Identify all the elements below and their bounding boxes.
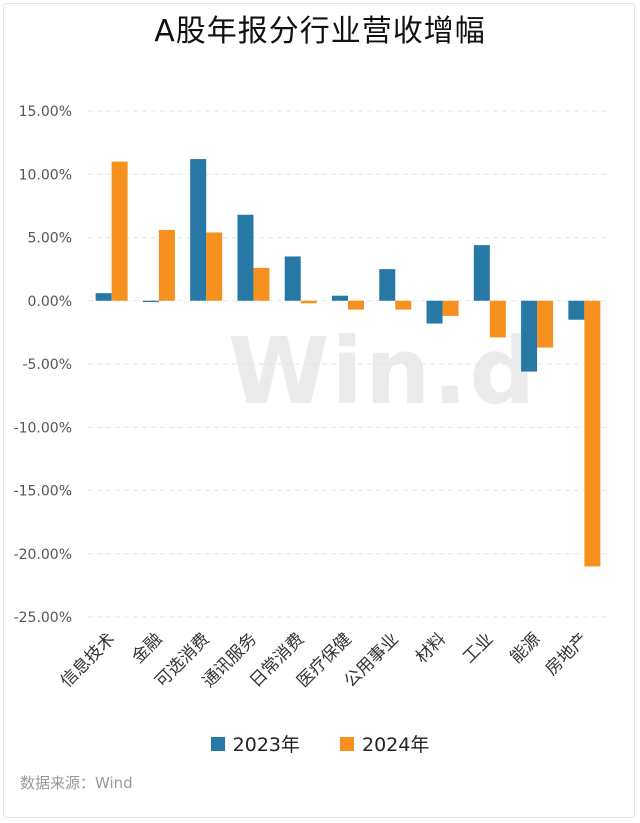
y-tick-label: 10.00% <box>19 167 72 183</box>
bar-2023年-能源 <box>521 300 538 372</box>
legend-label-2023: 2023年 <box>232 734 300 756</box>
bar-2023年-可选消费 <box>190 159 207 301</box>
bar-2024年-日常消费 <box>300 300 317 304</box>
legend-swatch-2024 <box>340 736 354 751</box>
x-tick-label: 材料 <box>412 629 450 667</box>
bar-2023年-通讯服务 <box>237 214 254 301</box>
bar-2024年-通讯服务 <box>253 267 270 301</box>
bar-2024年-房地产 <box>584 300 601 567</box>
x-tick-label: 金融 <box>128 629 166 667</box>
chart-title: A股年报分行业营收增幅 <box>154 14 486 49</box>
x-tick-label: 能源 <box>506 629 544 667</box>
x-tick-label: 房地产 <box>542 629 592 679</box>
bar-2024年-公用事业 <box>395 300 412 310</box>
y-tick-label: -5.00% <box>22 357 72 373</box>
y-tick-label: -10.00% <box>14 420 72 436</box>
bar-2024年-能源 <box>537 300 554 348</box>
bar-2024年-工业 <box>489 300 506 338</box>
y-tick-label: -15.00% <box>14 484 72 500</box>
bar-2023年-信息技术 <box>95 293 112 301</box>
legend-item-2024: 2024年 <box>340 730 429 757</box>
y-tick-label: -25.00% <box>14 610 72 626</box>
bar-2023年-金融 <box>142 300 159 303</box>
x-tick-label: 工业 <box>459 629 497 667</box>
watermark: Win.d <box>228 318 538 425</box>
bar-2024年-金融 <box>158 229 175 301</box>
bar-2023年-材料 <box>426 300 443 324</box>
bar-2024年-可选消费 <box>206 232 223 301</box>
legend: 2023年 2024年 <box>0 730 640 757</box>
bar-2024年-材料 <box>442 300 459 316</box>
bar-2023年-工业 <box>473 245 490 301</box>
y-tick-label: 15.00% <box>19 104 72 120</box>
y-tick-label: 0.00% <box>28 294 72 310</box>
legend-swatch-2023 <box>210 736 225 751</box>
bar-2023年-日常消费 <box>284 256 301 301</box>
bar-2024年-信息技术 <box>111 161 128 301</box>
bar-2023年-公用事业 <box>379 269 396 301</box>
bar-2023年-医疗保健 <box>332 295 348 301</box>
y-tick-label: -20.00% <box>14 547 72 563</box>
x-tick-label: 信息技术 <box>57 629 119 691</box>
chart-frame <box>3 3 635 818</box>
bar-2024年-医疗保健 <box>348 300 364 310</box>
y-tick-label: 5.00% <box>28 231 72 247</box>
bar-2023年-房地产 <box>568 300 585 320</box>
legend-item-2023: 2023年 <box>210 730 300 757</box>
source-note: 数据来源：Wind <box>20 774 133 792</box>
legend-label-2024: 2024年 <box>362 734 430 756</box>
